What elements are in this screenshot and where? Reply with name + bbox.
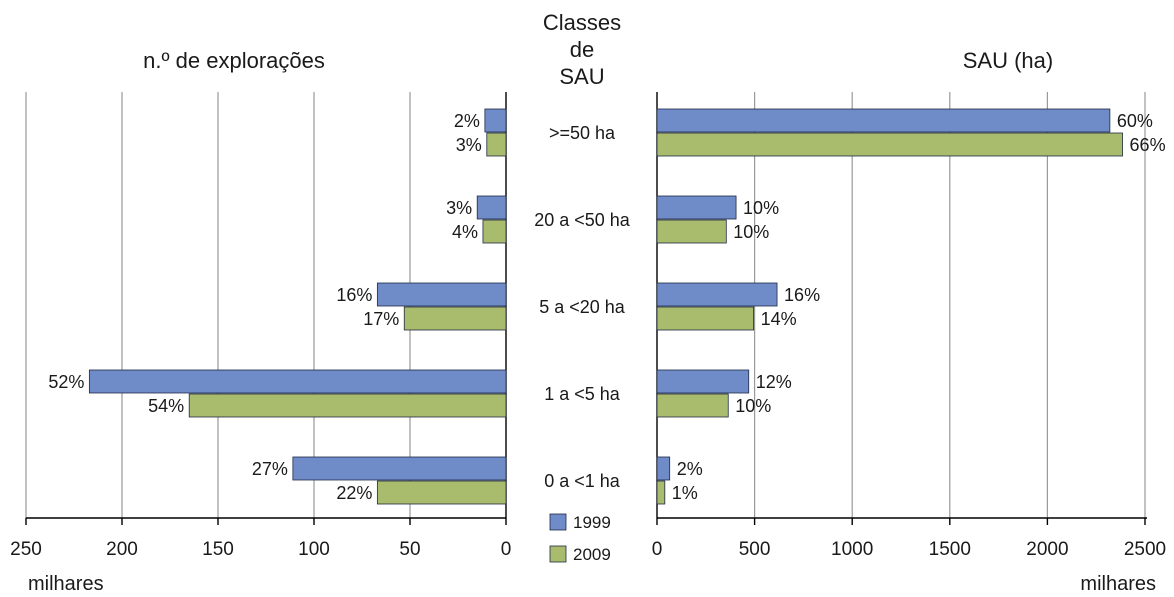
left-bar-label: 4% <box>452 222 478 242</box>
right-bar-2009 <box>656 480 666 505</box>
left-bar-1999 <box>476 195 507 220</box>
right-panel: SAU (ha) 60% 10% 16% 12% 2% 66% 10% 14% 10% 1% 0 5… <box>652 48 1166 595</box>
right-bar-label: 16% <box>784 285 820 305</box>
right-bar-label: 10% <box>735 396 771 416</box>
right-bar-label: 14% <box>761 309 797 329</box>
right-bars: 60% 10% 16% 12% 2% 66% 10% 14% 10% 1% <box>656 108 1166 505</box>
right-tick-label: 2500 <box>1124 539 1166 560</box>
right-panel-title: SAU (ha) <box>963 48 1053 73</box>
left-bar-label: 27% <box>252 459 288 479</box>
right-bar-label: 66% <box>1130 135 1166 155</box>
right-bar-label: 60% <box>1117 111 1153 131</box>
legend-label: 1999 <box>573 513 611 532</box>
left-bar-1999 <box>292 456 507 481</box>
category-label: 0 a <1 ha <box>544 471 621 491</box>
right-bar-2009 <box>656 219 727 244</box>
left-bar-label: 22% <box>336 483 372 503</box>
category-label: 5 a <20 ha <box>539 297 626 317</box>
left-bar-label: 17% <box>363 309 399 329</box>
left-bar-1999 <box>88 369 507 394</box>
left-bar-1999 <box>484 108 507 133</box>
legend-label: 2009 <box>573 545 611 564</box>
center-header-line: Classes <box>543 10 621 35</box>
category-label: >=50 ha <box>549 123 616 143</box>
left-tick-label: 0 <box>501 539 512 560</box>
right-unit-label: milhares <box>1080 573 1156 595</box>
left-bar-label: 3% <box>456 135 482 155</box>
category-label: 1 a <5 ha <box>544 384 621 404</box>
right-bar-1999 <box>656 282 778 307</box>
right-bar-1999 <box>656 369 750 394</box>
left-tick-label: 250 <box>10 539 42 560</box>
left-panel: n.º de explorações 2% 3% 16% 52% 27% 3% 4% 17% 5… <box>10 48 511 595</box>
left-bar-label: 54% <box>148 396 184 416</box>
right-bar-label: 2% <box>677 459 703 479</box>
left-bar-label: 52% <box>48 372 84 392</box>
left-bar-label: 3% <box>446 198 472 218</box>
right-tick-label: 0 <box>652 539 663 560</box>
right-bar-2009 <box>656 306 755 331</box>
left-x-axis: 250 200 150 100 50 0 <box>10 517 512 560</box>
left-bar-2009 <box>188 393 507 418</box>
right-tick-label: 1500 <box>929 539 971 560</box>
left-bar-2009 <box>376 480 507 505</box>
left-panel-title: n.º de explorações <box>143 48 325 73</box>
category-label: 20 a <50 ha <box>534 210 631 230</box>
left-tick-label: 150 <box>202 539 234 560</box>
right-bar-2009 <box>656 132 1123 157</box>
left-bars: 2% 3% 16% 52% 27% 3% 4% 17% 54% 22% <box>48 108 507 505</box>
right-x-axis: 0 500 1000 1500 2000 2500 <box>652 517 1166 560</box>
left-tick-label: 50 <box>399 539 420 560</box>
right-bar-label: 10% <box>743 198 779 218</box>
legend-swatch-2009 <box>549 545 567 563</box>
left-bar-label: 2% <box>454 111 480 131</box>
right-tick-label: 1000 <box>831 539 873 560</box>
center-header-line: SAU <box>559 64 604 89</box>
category-labels: >=50 ha 20 a <50 ha 5 a <20 ha 1 a <5 ha 0 a… <box>534 123 631 491</box>
legend-swatch-1999 <box>549 513 567 531</box>
legend: 1999 2009 <box>549 513 611 564</box>
right-bar-1999 <box>656 195 737 220</box>
right-bar-label: 1% <box>672 483 698 503</box>
right-tick-label: 2000 <box>1026 539 1068 560</box>
right-tick-label: 500 <box>739 539 771 560</box>
left-bar-2009 <box>403 306 507 331</box>
left-bar-1999 <box>376 282 507 307</box>
right-bar-label: 10% <box>733 222 769 242</box>
left-tick-label: 100 <box>298 539 330 560</box>
left-bar-2009 <box>482 219 507 244</box>
left-tick-label: 200 <box>106 539 138 560</box>
right-bar-2009 <box>656 393 729 418</box>
center-header-line: de <box>570 37 594 62</box>
left-bar-label: 16% <box>336 285 372 305</box>
right-bar-1999 <box>656 108 1111 133</box>
right-bar-label: 12% <box>756 372 792 392</box>
right-bar-1999 <box>656 456 671 481</box>
left-bar-2009 <box>486 132 507 157</box>
left-unit-label: milhares <box>28 573 104 595</box>
